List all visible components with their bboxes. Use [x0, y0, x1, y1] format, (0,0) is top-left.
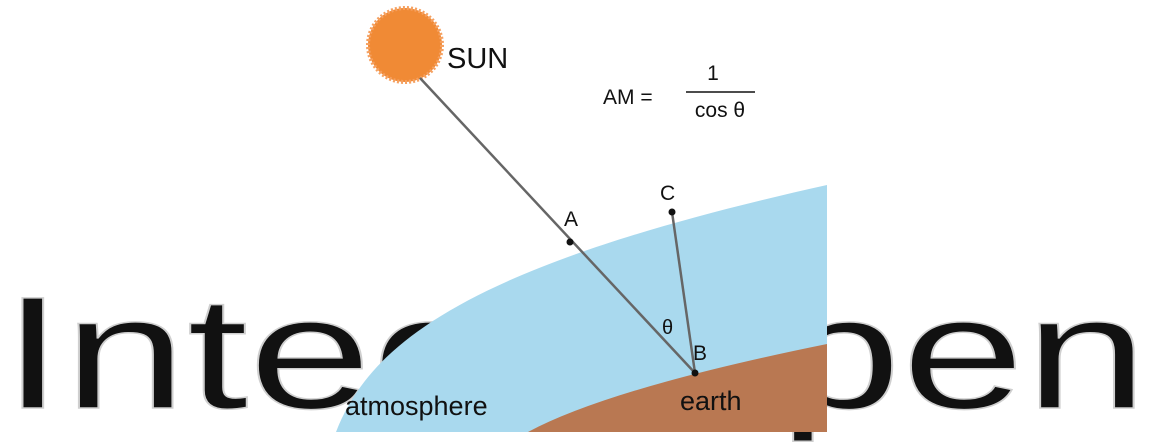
point-a: [566, 238, 574, 246]
angle-label: θ: [662, 317, 673, 339]
zenith-line: [670, 211, 697, 374]
scene: [336, 6, 827, 432]
point-b-label: B: [693, 342, 707, 365]
point-c-label: C: [660, 182, 675, 205]
atmosphere-region: [336, 185, 827, 432]
point-a-label: A: [564, 208, 578, 231]
denominator: cos θ: [695, 99, 745, 122]
earth-region: [528, 344, 827, 432]
sun-ray: [419, 77, 696, 374]
point-c: [668, 208, 676, 216]
point-b: [691, 369, 699, 377]
numerator: 1: [707, 62, 719, 85]
sun-label: SUN: [447, 43, 508, 75]
atmosphere-label: atmosphere: [345, 391, 488, 421]
earth-label: earth: [680, 386, 742, 416]
formula-lhs: AM =: [603, 86, 653, 109]
sun: [366, 6, 444, 84]
